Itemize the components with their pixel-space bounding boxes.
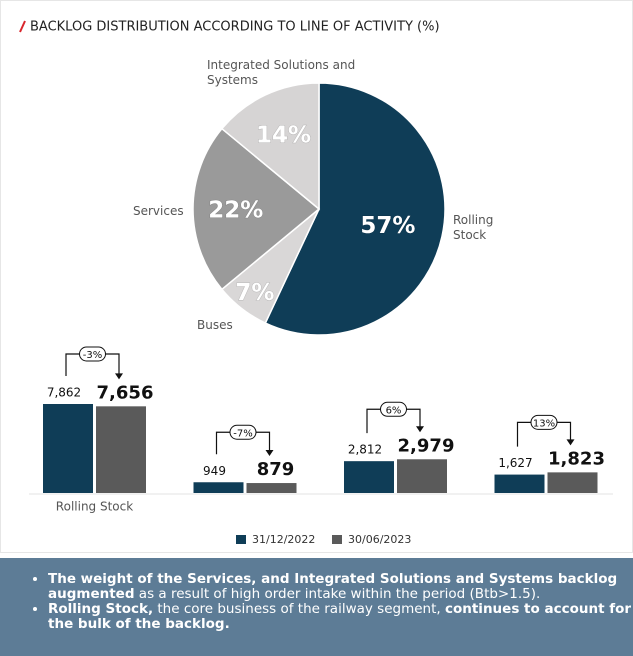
legend-swatch [332,535,342,544]
bar [344,461,394,493]
note-text: as a result of high order intake within … [134,586,541,602]
change-arrow [265,450,274,457]
slice-value-label: 7% [235,280,274,306]
bar [246,483,297,493]
slice-category-label: Rolling Stock [453,213,494,242]
bar-value-label: 949 [203,464,226,478]
legend-swatch [236,535,246,544]
bar [96,406,146,493]
chart-title: BACKLOG DISTRIBUTION ACCORDING TO LINE O… [30,20,440,35]
change-arrow [566,439,575,446]
bar-value-label: 879 [257,459,295,480]
bar-value-label: 7,862 [47,386,81,400]
note-text: Rolling Stock, [48,601,154,617]
change-label: -7% [233,428,252,439]
slice-category-label: Buses [197,318,233,332]
bar [43,404,93,493]
bar-value-label: 2,812 [348,443,382,457]
note-text: the core business of the railway segment… [153,601,445,617]
change-pill [380,401,407,417]
pie-slice [264,82,446,336]
notes-list: The weight of the Services, and Integrat… [30,572,633,632]
bar-value-label: 1,823 [548,448,605,469]
legend-label: 31/12/2022 [252,533,315,546]
change-label: -3% [83,350,102,361]
title-accent [19,20,26,33]
slice-category-label: Services [133,204,184,218]
change-pill [530,414,558,430]
note-item: Rolling Stock, the core business of the … [48,602,633,632]
slice-value-label: 14% [256,122,311,148]
slice-category-label: Integrated Solutions and Systems [207,58,356,87]
note-item: The weight of the Services, and Integrat… [48,572,633,602]
bar-value-label: 1,627 [498,456,532,470]
notes-box: The weight of the Services, and Integrat… [0,558,633,656]
change-label: 13% [533,418,555,429]
note-text: The weight of the Services, and Integrat… [48,571,618,602]
bar [397,459,447,493]
bar-value-label: 2,979 [398,435,455,456]
bar-value-label: 7,656 [97,382,154,403]
change-pill [229,424,257,440]
change-label: 6% [386,405,402,416]
slice-value-label: 22% [208,198,263,224]
chart-area: BACKLOG DISTRIBUTION ACCORDING TO LINE O… [0,0,633,553]
change-arrow [416,426,424,433]
pie-slice [220,82,320,211]
bar [547,472,598,493]
change-pill [79,346,106,362]
note-text: continues to account for the bulk of the… [48,601,632,632]
pie-slice [192,127,321,291]
slice-value-label: 57% [360,213,415,239]
change-arrow [115,373,123,380]
x-category-label: Rolling Stock [56,500,133,514]
bar [494,474,545,493]
bar [193,482,244,493]
legend-label: 30/06/2023 [348,533,411,546]
chart: BACKLOG DISTRIBUTION ACCORDING TO LINE O… [19,20,613,546]
